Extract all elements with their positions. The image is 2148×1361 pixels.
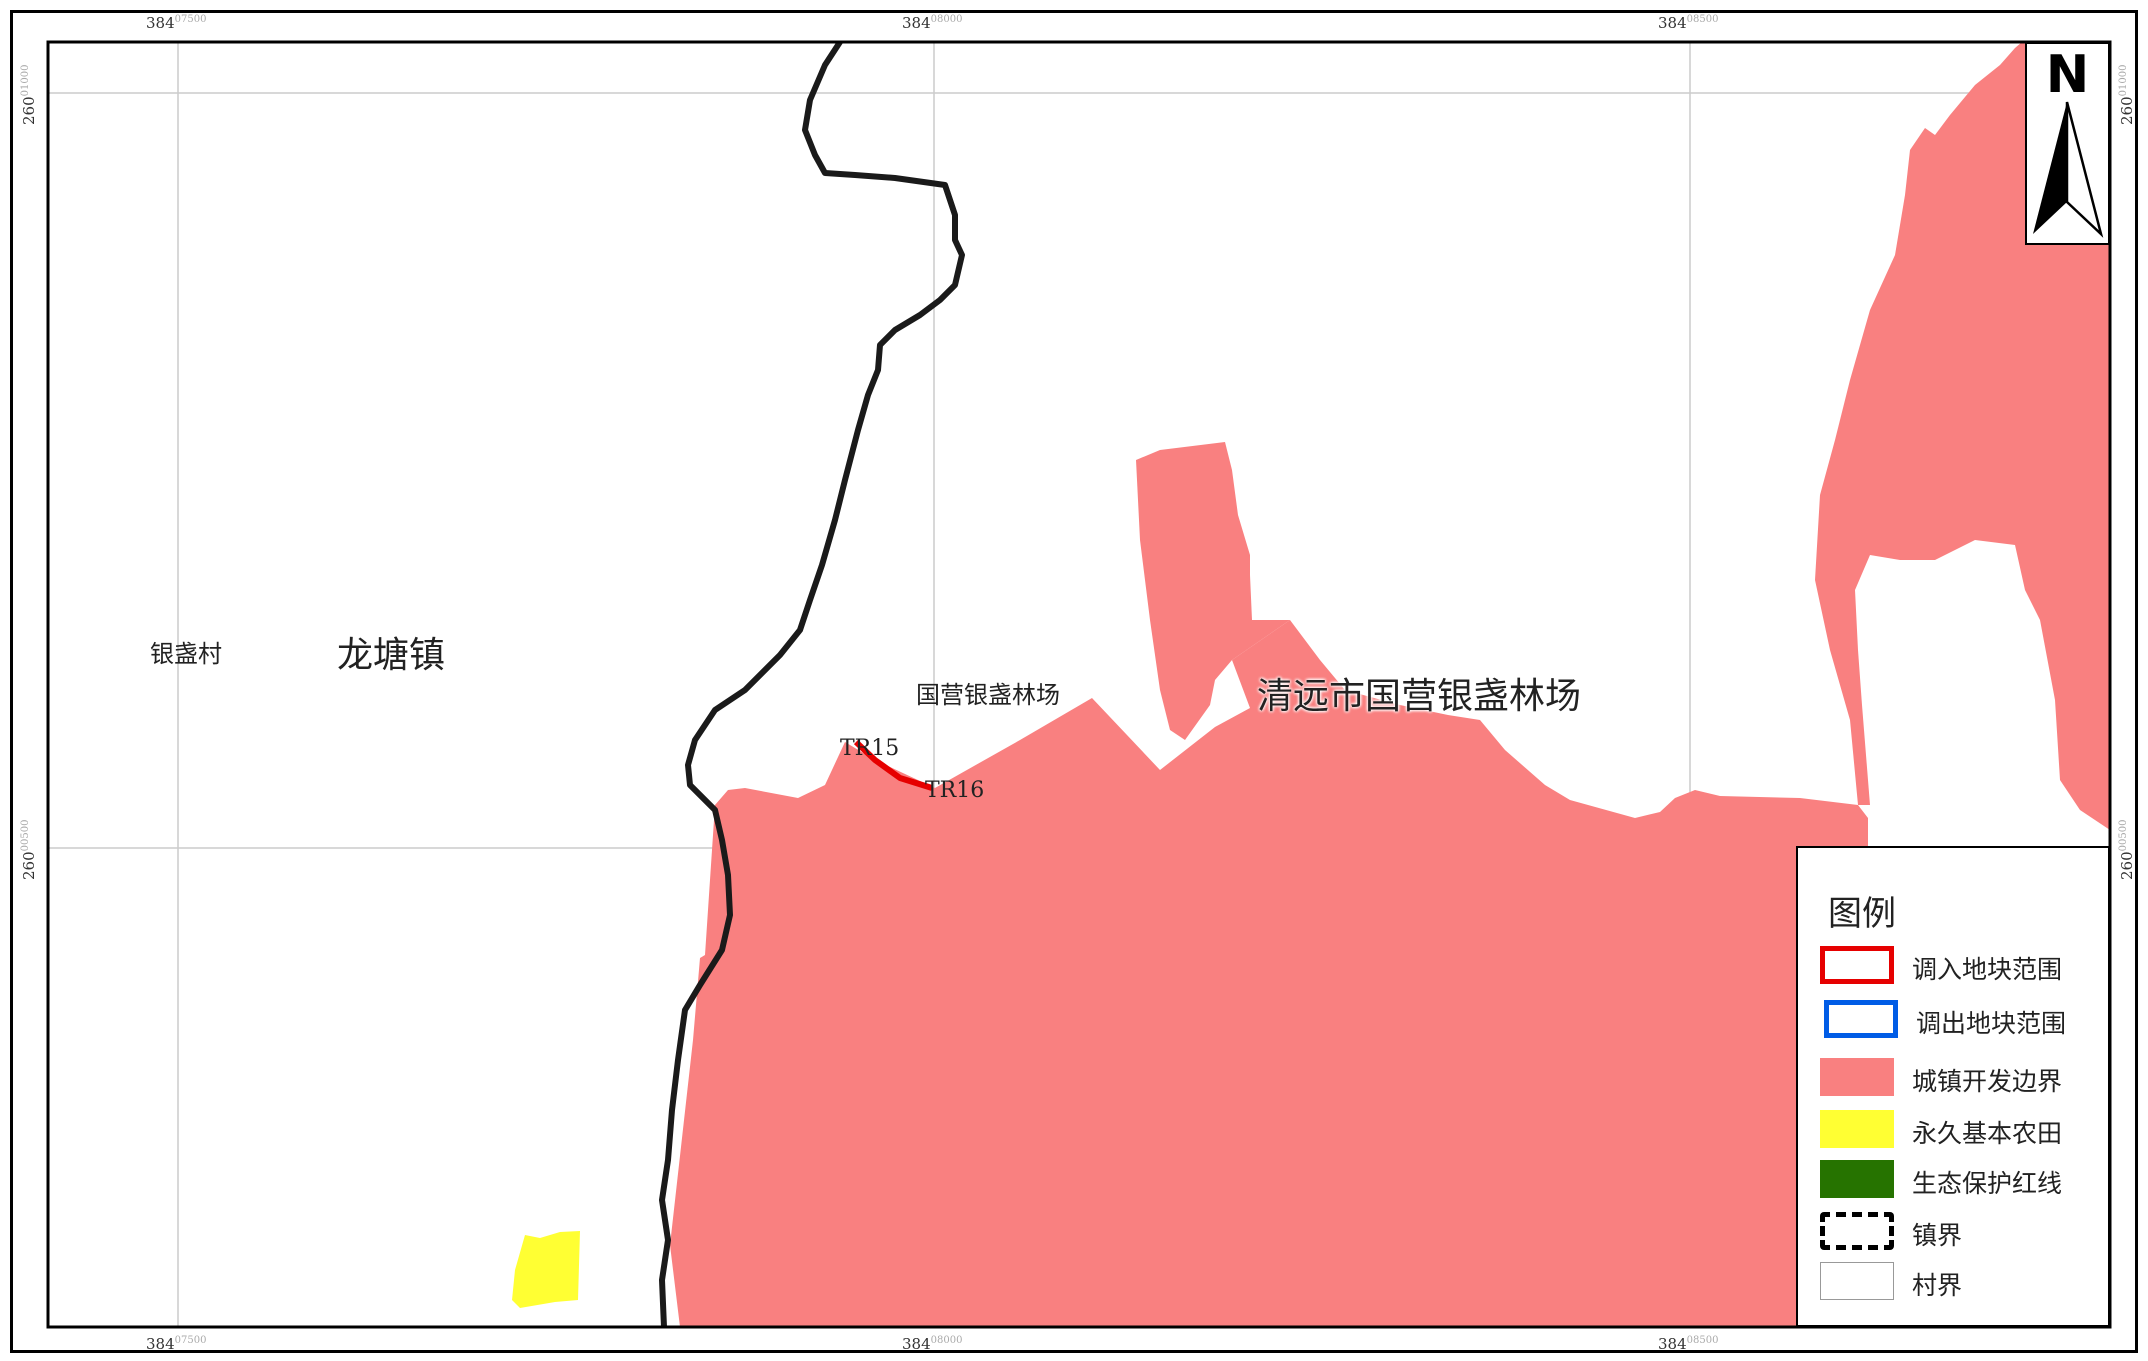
legend-swatch-urban (1820, 1058, 1894, 1096)
map-legend: 图例 调入地块范围 调出地块范围 城镇开发边界 永久基本农田 生态保护红线 镇界… (1796, 846, 2110, 1327)
legend-swatch-farmland (1820, 1110, 1894, 1148)
urban-boundary-north-finger (1136, 442, 1290, 740)
legend-label-farmland: 永久基本农田 (1912, 1119, 2063, 1148)
plot-code-tr16: TR16 (925, 778, 985, 803)
tick-left-00500: 26000500 (20, 819, 38, 880)
legend-label-out-plot: 调出地块范围 (1916, 1009, 2067, 1038)
legend-label-urban: 城镇开发边界 (1912, 1067, 2063, 1096)
north-arrow: N (2025, 42, 2110, 245)
legend-swatch-out-plot (1824, 1000, 1898, 1038)
tick-bottom-07500: 38407500 (146, 1335, 207, 1353)
forest-farm-label-large: 清远市国营银盏林场 (1257, 676, 1582, 717)
legend-swatch-village-boundary (1820, 1262, 1894, 1300)
legend-item-in-plot: 调入地块范围 (1820, 946, 2100, 986)
legend-title: 图例 (1828, 894, 1896, 934)
plot-code-tr15: TR15 (840, 736, 900, 761)
in-plot-tr15-tr16 (853, 739, 933, 791)
forest-farm-label-small: 国营银盏林场 (916, 681, 1060, 709)
tick-right-00500: 26000500 (2118, 819, 2136, 880)
legend-item-eco: 生态保护红线 (1820, 1160, 2100, 1200)
town-label: 龙塘镇 (337, 635, 446, 676)
legend-swatch-in-plot (1820, 946, 1894, 984)
tick-top-07500: 38407500 (146, 14, 207, 32)
town-boundary-line (659, 42, 965, 1327)
legend-item-village-boundary: 村界 (1820, 1262, 2100, 1302)
village-label: 银盏村 (150, 640, 222, 668)
legend-label-in-plot: 调入地块范围 (1912, 955, 2063, 984)
tick-bottom-08500: 38408500 (1658, 1335, 1719, 1353)
north-letter: N (2045, 45, 2090, 105)
legend-label-town-boundary: 镇界 (1912, 1221, 1963, 1250)
tick-top-08000: 38408000 (902, 14, 963, 32)
legend-item-urban: 城镇开发边界 (1820, 1058, 2100, 1098)
tick-top-08500: 38408500 (1658, 14, 1719, 32)
urban-boundary-south-area (670, 620, 1868, 1327)
tick-left-01000: 26001000 (20, 64, 38, 125)
map-outer-frame (10, 10, 2138, 1353)
tick-right-01000: 26001000 (2118, 64, 2136, 125)
legend-label-eco: 生态保护红线 (1912, 1169, 2063, 1198)
tick-bottom-08000: 38408000 (902, 1335, 963, 1353)
legend-item-farmland: 永久基本农田 (1820, 1110, 2100, 1150)
legend-item-town-boundary: 镇界 (1820, 1212, 2100, 1252)
legend-label-village-boundary: 村界 (1912, 1271, 1963, 1300)
farmland-patch (512, 1231, 580, 1308)
legend-swatch-eco (1820, 1160, 1894, 1198)
legend-swatch-town-boundary (1820, 1212, 1894, 1250)
north-arrow-icon (2033, 101, 2104, 238)
map-inner-frame (46, 40, 2112, 1329)
legend-item-out-plot: 调出地块范围 (1820, 1000, 2100, 1040)
